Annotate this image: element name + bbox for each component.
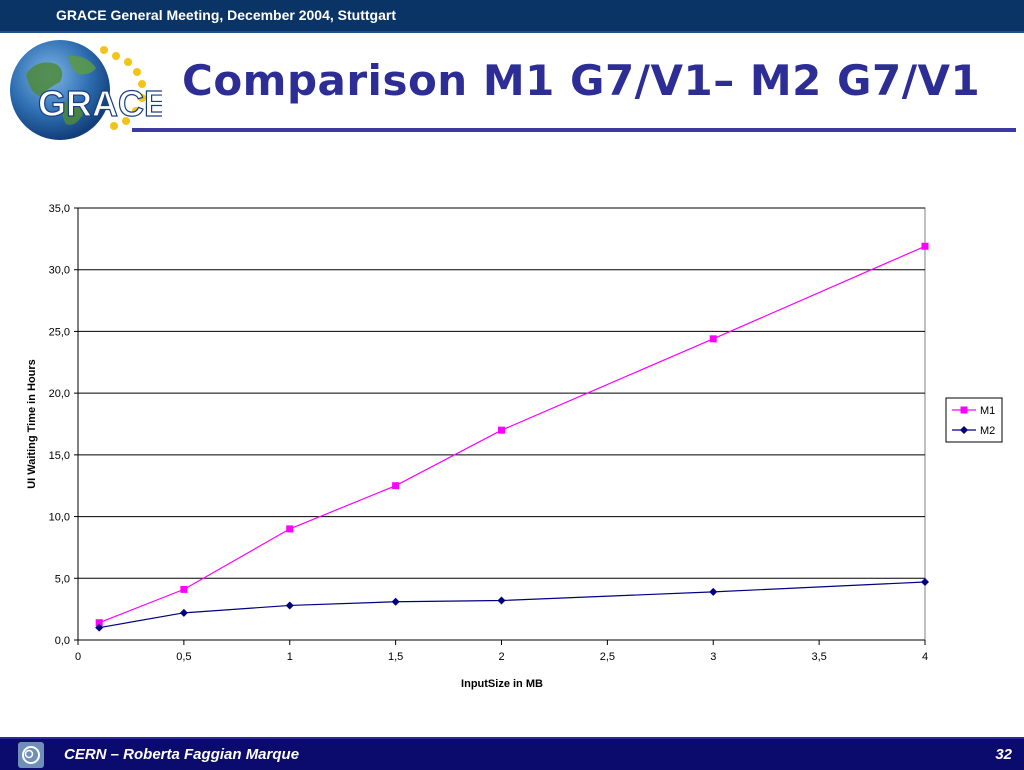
legend-m2-label: M2 — [980, 425, 995, 437]
grace-logo: GRACE — [4, 36, 169, 144]
x-tick-label: 1 — [287, 651, 293, 663]
y-tick-label: 20,0 — [49, 388, 70, 400]
series-m2-point — [391, 597, 400, 606]
x-tick-label: 3,5 — [811, 651, 826, 663]
series-m1-point — [95, 619, 103, 627]
y-tick-label: 0,0 — [55, 635, 70, 647]
y-tick-label: 25,0 — [49, 326, 70, 338]
series-m2-point — [497, 596, 506, 605]
meeting-title: GRACE General Meeting, December 2004, St… — [56, 7, 396, 23]
x-tick-label: 0,5 — [176, 651, 191, 663]
legend-m2-marker — [960, 426, 968, 434]
y-axis-label: UI Waiting Time in Hours — [26, 359, 38, 489]
y-tick-label: 35,0 — [49, 203, 70, 215]
line-chart: 0,0 5,0 10,0 15,0 20,0 25,0 30,0 35,0 0 0,5 1 1,5 2 2… — [0, 150, 1024, 710]
plot-area — [77, 207, 926, 641]
cern-logo-icon — [18, 742, 44, 768]
legend-m1-marker — [960, 406, 968, 414]
series-m2-point — [921, 577, 929, 586]
series-m1-point — [392, 482, 400, 490]
header-bar: GRACE General Meeting, December 2004, St… — [0, 0, 1024, 33]
series-m1-point — [709, 335, 717, 343]
y-tick-label: 15,0 — [49, 450, 70, 462]
y-tick-label: 5,0 — [55, 573, 70, 585]
series-m1-line — [98, 245, 926, 624]
x-axis-label: InputSize in MB — [461, 678, 543, 690]
x-tick-label: 1,5 — [388, 651, 403, 663]
y-tick-label: 10,0 — [49, 512, 70, 524]
x-tick-label: 2 — [498, 651, 504, 663]
x-tick-label: 2,5 — [600, 651, 615, 663]
title-underline — [132, 128, 1016, 132]
x-tick-label: 3 — [710, 651, 716, 663]
footer-bar: CERN – Roberta Faggian Marque 32 — [0, 737, 1024, 770]
legend-m1-label: M1 — [980, 405, 995, 417]
series-m2-point — [95, 623, 104, 632]
series-m2-point — [179, 608, 188, 617]
page-number: 32 — [995, 746, 1012, 763]
series-m2-point — [285, 601, 294, 610]
series-m1-point — [498, 426, 505, 434]
footer-author: CERN – Roberta Faggian Marque — [64, 746, 300, 763]
series-m2-point — [709, 587, 718, 596]
series-m1-point — [286, 525, 294, 533]
x-tick-label: 4 — [922, 651, 928, 663]
series-m1-point — [180, 585, 188, 593]
legend-box — [945, 397, 1003, 443]
series-m2-line — [99, 581, 926, 629]
series-m1-point — [921, 242, 929, 250]
y-tick-label: 30,0 — [49, 265, 70, 277]
x-tick-label: 0 — [75, 651, 81, 663]
slide-title: Comparison M1 G7/V1– M2 G7/V1 — [182, 56, 981, 105]
logo-text: GRACE — [38, 83, 162, 124]
